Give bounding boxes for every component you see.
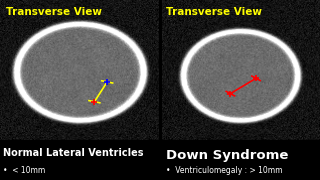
Text: Transverse View: Transverse View — [6, 7, 102, 17]
Text: •  Ventriculomegaly : > 10mm: • Ventriculomegaly : > 10mm — [166, 166, 283, 175]
Text: Normal Lateral Ventricles: Normal Lateral Ventricles — [3, 148, 144, 159]
Text: Down Syndrome: Down Syndrome — [166, 148, 289, 161]
Text: Transverse View: Transverse View — [166, 7, 262, 17]
Text: •  < 10mm: • < 10mm — [3, 166, 45, 175]
